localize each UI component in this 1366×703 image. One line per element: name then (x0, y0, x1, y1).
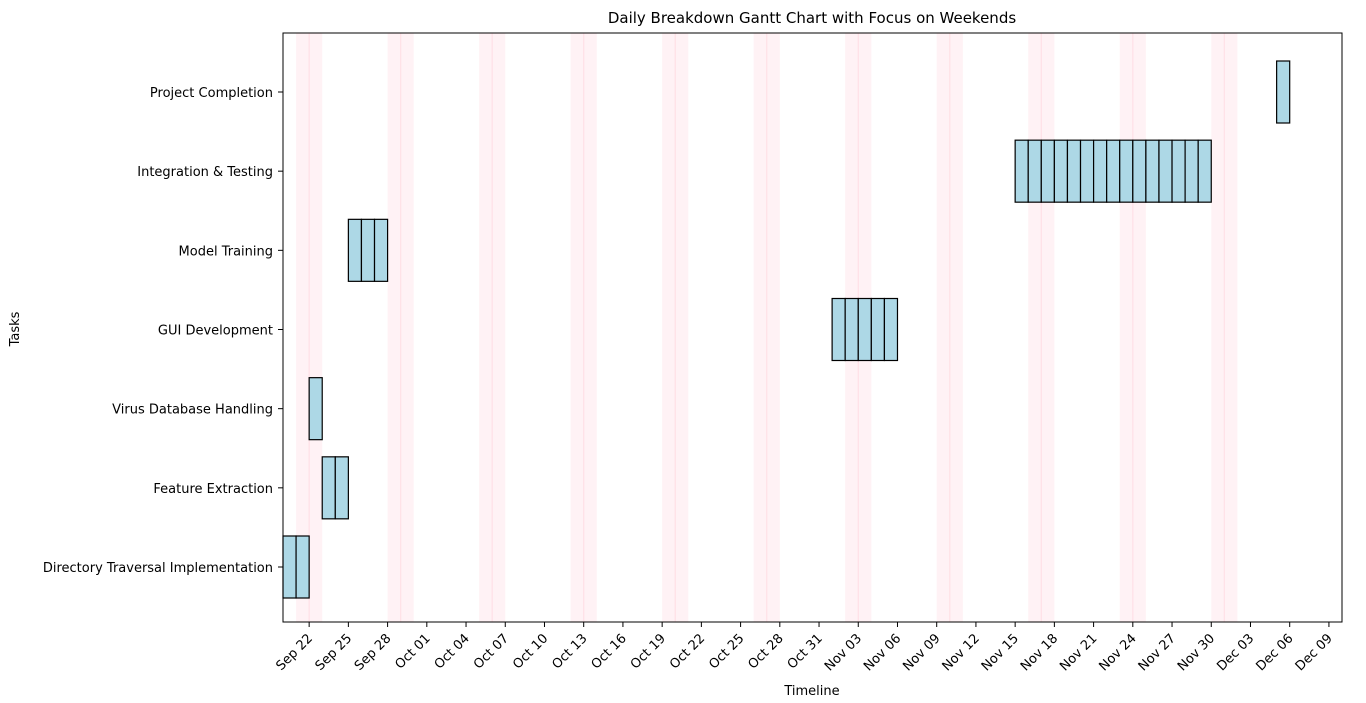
x-tick-label: Oct 16 (589, 631, 630, 672)
task-bar-day (282, 535, 297, 599)
x-tick-label: Nov 24 (1096, 631, 1139, 674)
x-tick-label: Nov 30 (1175, 631, 1218, 674)
weekend-band-8 (936, 33, 963, 622)
task-bar-day (844, 297, 859, 362)
weekend-band-1 (296, 33, 323, 622)
task-bar-day (1014, 139, 1029, 203)
task-bar-day (1184, 139, 1199, 203)
x-tick-label: Dec 03 (1214, 631, 1257, 674)
task-bar-day (1066, 139, 1082, 203)
task-label: Directory Traversal Implementation (43, 561, 273, 576)
x-tick-label: Sep 28 (352, 631, 395, 674)
x-tick-label: Oct 25 (706, 631, 747, 672)
task-bar-day (347, 218, 363, 282)
task-bar-day (295, 535, 310, 599)
task-bar-day (1079, 139, 1095, 203)
weekend-band-6 (753, 33, 780, 622)
x-tick-label: Dec 06 (1254, 631, 1297, 674)
x-axis-label: Timeline (783, 684, 839, 699)
x-tick-label: Nov 15 (979, 631, 1022, 674)
x-tick-label: Sep 22 (273, 631, 316, 674)
task-bar-day (1040, 139, 1055, 203)
weekend-band-2 (387, 33, 414, 622)
task-bar-day (1276, 60, 1291, 124)
weekend-band-3 (479, 33, 506, 622)
task-label: Feature Extraction (153, 482, 273, 497)
weekend-band-9 (1028, 33, 1055, 622)
task-bar-day (1158, 139, 1173, 203)
y-axis-label: Tasks (8, 311, 23, 347)
task-bar-day (831, 297, 846, 362)
task-label: Model Training (179, 244, 273, 259)
weekend-band-10 (1119, 33, 1146, 622)
weekend-band-11 (1211, 33, 1238, 622)
x-tick-label: Oct 13 (549, 631, 590, 672)
x-tick-label: Oct 28 (746, 631, 787, 672)
x-tick-label: Oct 04 (432, 631, 473, 672)
x-tick-label: Nov 09 (900, 631, 943, 674)
x-tick-label: Oct 07 (471, 631, 512, 672)
task-bar-day (1145, 139, 1160, 203)
task-bar-day (1106, 139, 1121, 203)
x-tick-label: Nov 27 (1136, 631, 1179, 674)
task-bar-day (1171, 139, 1186, 203)
task-bar-day (857, 297, 872, 362)
weekend-highlights (296, 33, 1238, 622)
x-tick-label: Nov 18 (1018, 631, 1061, 674)
task-bars (282, 60, 1291, 599)
task-bar-day (321, 456, 336, 520)
x-tick-label: Oct 10 (510, 631, 551, 672)
task-bar-day (1092, 139, 1108, 203)
task-label: Integration & Testing (137, 165, 273, 180)
task-bar-day (883, 297, 899, 362)
task-label: Virus Database Handling (112, 403, 273, 418)
x-tick-label: Oct 01 (393, 631, 434, 672)
task-bar-day (308, 377, 323, 441)
x-tick-label: Oct 31 (785, 631, 826, 672)
task-bar-day (1027, 139, 1042, 203)
task-label: GUI Development (158, 324, 273, 339)
weekend-band-4 (570, 33, 597, 622)
x-tick-label: Nov 03 (822, 631, 865, 674)
x-tick-label: Oct 19 (628, 631, 669, 672)
plot-frame (282, 32, 1343, 623)
weekend-band-5 (662, 33, 689, 622)
task-bar-day (334, 456, 349, 520)
x-tick-label: Sep 25 (313, 631, 356, 674)
task-bar-day (1053, 139, 1069, 203)
x-tick-label: Nov 06 (861, 631, 904, 674)
x-tick-label: Oct 22 (667, 631, 708, 672)
task-bar-day (1197, 139, 1212, 203)
chart-title: Daily Breakdown Gantt Chart with Focus o… (608, 9, 1017, 27)
task-bar-day (360, 218, 376, 282)
y-axis-ticks: Directory Traversal Implementation Featur… (43, 86, 283, 576)
x-tick-label: Nov 12 (940, 631, 983, 674)
task-label: Project Completion (150, 86, 273, 101)
task-bar-day (1119, 139, 1134, 203)
x-tick-label: Nov 21 (1057, 631, 1100, 674)
x-tick-label: Dec 09 (1293, 631, 1336, 674)
task-bar-day (1132, 139, 1147, 203)
task-bar-day (373, 218, 389, 282)
task-bar-day (870, 297, 886, 362)
